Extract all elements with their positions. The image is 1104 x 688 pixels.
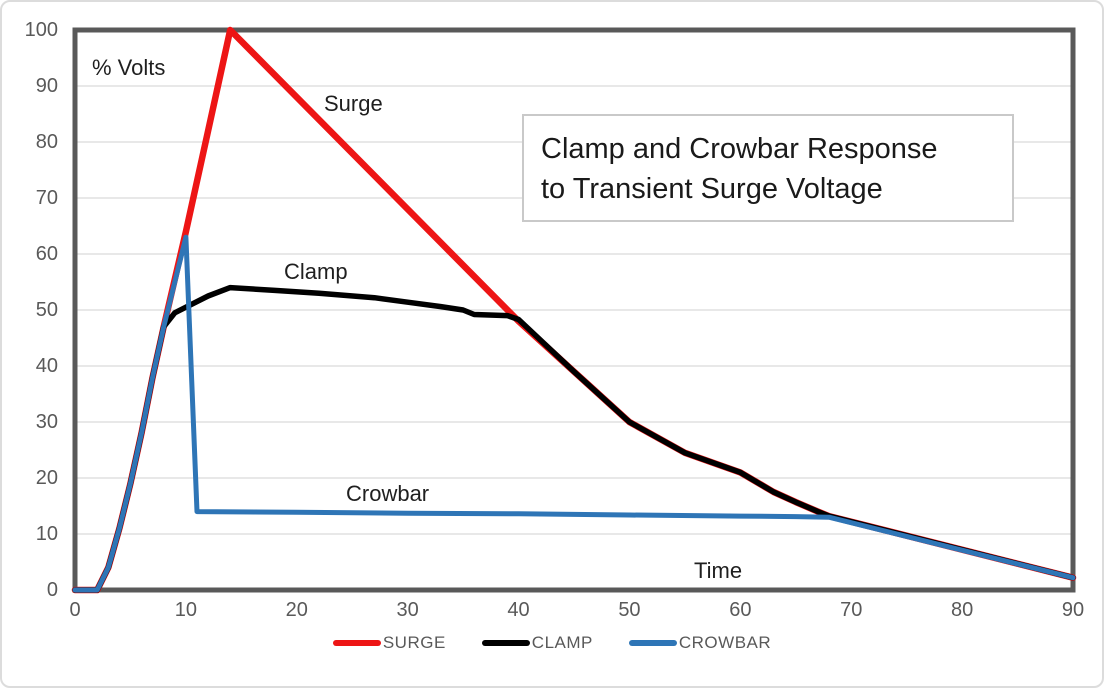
y-tick-label: 90	[35, 75, 58, 97]
y-tick-label: 10	[35, 523, 58, 545]
crowbar-legend-label: CROWBAR	[678, 633, 772, 652]
legend-item-surge: SURGE	[332, 633, 446, 653]
surge-series-label: Surge	[324, 91, 383, 116]
x-tick-label: 40	[507, 599, 530, 621]
chart-title-line-1: Clamp and Crowbar Response	[541, 133, 938, 165]
x-tick-label: 30	[396, 599, 419, 621]
x-tick-label: 0	[69, 599, 81, 621]
y-tick-label: 30	[35, 411, 58, 433]
series-line-crowbar	[72, 234, 1076, 593]
crowbar-series-label: Crowbar	[346, 481, 430, 506]
chart-title-box: Clamp and Crowbar Response to Transient …	[522, 114, 1014, 222]
surge-legend-label: SURGE	[382, 633, 446, 652]
legend-item-crowbar: CROWBAR	[628, 633, 772, 653]
x-axis-title: Time	[694, 558, 743, 583]
plot-border	[72, 27, 1076, 593]
x-tick-label: 90	[1061, 599, 1085, 621]
y-tick-label: 100	[24, 19, 58, 41]
y-tick-label: 20	[35, 467, 58, 489]
y-tick-label: 60	[35, 243, 58, 265]
clamp-series-label: Clamp	[284, 259, 348, 284]
x-tick-label: 60	[729, 599, 752, 621]
x-tick-label: 10	[174, 599, 197, 621]
y-axis-title: % Volts	[92, 55, 166, 80]
chart-title-line-2: to Transient Surge Voltage	[541, 173, 883, 205]
crowbar-legend-swatch	[628, 640, 677, 646]
x-tick-label: 80	[950, 599, 974, 621]
clamp-legend-label: CLAMP	[531, 633, 593, 652]
y-tick-label: 40	[35, 355, 58, 377]
clamp-legend-swatch	[481, 640, 530, 646]
y-tick-label: 80	[35, 131, 58, 153]
y-tick-label: 0	[46, 579, 58, 601]
x-tick-label: 50	[618, 599, 641, 621]
y-tick-label: 70	[35, 187, 58, 209]
y-tick-label: 50	[35, 299, 58, 321]
x-tick-label: 20	[285, 599, 308, 621]
legend-item-clamp: CLAMP	[481, 633, 593, 653]
surge-legend-swatch	[332, 640, 381, 646]
legend: SURGE CLAMP CROWBAR	[2, 633, 1102, 653]
x-tick-label: 70	[840, 599, 863, 621]
series-line-clamp	[72, 284, 1076, 593]
